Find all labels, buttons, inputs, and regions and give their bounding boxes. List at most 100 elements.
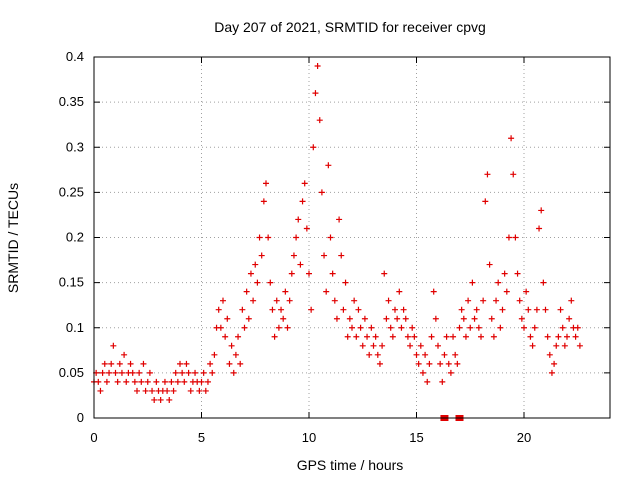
data-point	[557, 306, 564, 313]
data-point	[131, 378, 138, 385]
data-point	[499, 306, 506, 313]
data-point	[518, 315, 525, 322]
data-point	[351, 297, 358, 304]
data-point	[183, 360, 190, 367]
data-point	[245, 315, 252, 322]
data-point	[280, 315, 287, 322]
data-point	[544, 333, 551, 340]
data-point	[209, 369, 216, 376]
data-point	[273, 297, 280, 304]
data-point	[415, 360, 422, 367]
data-point	[484, 171, 491, 178]
data-point	[452, 351, 459, 358]
data-point	[237, 360, 244, 367]
data-point	[478, 333, 484, 340]
x-tick-labels: 0 5 10 15 20	[90, 430, 531, 445]
data-point	[196, 387, 203, 394]
data-point	[407, 342, 414, 349]
data-point	[353, 333, 360, 340]
data-point	[426, 360, 433, 367]
data-point	[232, 351, 239, 358]
data-point	[116, 360, 123, 367]
data-point	[211, 351, 218, 358]
x-tick-label: 20	[517, 430, 531, 445]
data-point	[516, 297, 523, 304]
data-point	[361, 315, 368, 322]
data-point	[290, 252, 297, 259]
data-point	[505, 234, 512, 241]
data-point	[439, 378, 446, 385]
data-point	[372, 333, 379, 340]
data-point	[316, 117, 323, 124]
data-point	[127, 360, 134, 367]
data-point	[99, 369, 106, 376]
data-point	[458, 306, 465, 313]
data-point	[140, 360, 147, 367]
data-point	[374, 351, 381, 358]
data-point	[157, 396, 164, 403]
data-point	[411, 333, 418, 340]
data-point	[568, 297, 575, 304]
y-tick-label: 0.15	[59, 275, 84, 290]
x-tick-label: 0	[90, 430, 97, 445]
data-point	[312, 90, 319, 97]
x-axis-label: GPS time / hours	[297, 457, 404, 473]
data-point	[265, 234, 272, 241]
data-point	[576, 342, 583, 349]
data-point	[359, 342, 366, 349]
data-point	[394, 315, 401, 322]
data-point	[523, 288, 530, 295]
data-point	[112, 369, 119, 376]
data-point	[138, 378, 145, 385]
data-point	[497, 324, 504, 331]
data-point	[572, 333, 579, 340]
data-point	[441, 351, 448, 358]
data-point	[278, 306, 285, 313]
data-point	[346, 315, 353, 322]
data-point	[331, 297, 338, 304]
data-point	[482, 198, 489, 205]
data-point	[366, 351, 373, 358]
data-point	[404, 333, 411, 340]
data-point	[123, 378, 130, 385]
data-point	[282, 288, 289, 295]
data-point	[508, 135, 515, 142]
data-point	[306, 270, 312, 277]
data-point	[486, 261, 493, 268]
data-point	[247, 270, 254, 277]
data-point	[490, 333, 497, 340]
data-point	[447, 369, 454, 376]
data-point	[531, 324, 538, 331]
data-point	[402, 315, 409, 322]
data-point	[456, 324, 463, 331]
data-point	[512, 234, 519, 241]
data-point	[342, 279, 349, 286]
data-point	[370, 342, 377, 349]
data-point	[555, 333, 562, 340]
data-point	[161, 378, 168, 385]
data-points	[91, 63, 583, 403]
data-point	[364, 333, 371, 340]
data-point	[467, 324, 474, 331]
data-point	[376, 360, 383, 367]
data-point	[121, 351, 128, 358]
data-point	[226, 360, 233, 367]
data-point	[475, 324, 482, 331]
data-point	[396, 288, 403, 295]
data-point	[284, 324, 291, 331]
y-tick-label: 0.4	[66, 49, 84, 64]
data-point	[385, 297, 392, 304]
data-point	[101, 360, 108, 367]
data-point	[533, 306, 540, 313]
data-point	[559, 324, 566, 331]
data-point	[181, 378, 188, 385]
data-point	[168, 378, 175, 385]
data-point	[493, 297, 500, 304]
data-point	[445, 360, 452, 367]
data-point	[495, 279, 502, 286]
data-point	[252, 261, 259, 268]
data-point	[142, 387, 149, 394]
data-point	[527, 333, 534, 340]
data-point	[230, 369, 237, 376]
